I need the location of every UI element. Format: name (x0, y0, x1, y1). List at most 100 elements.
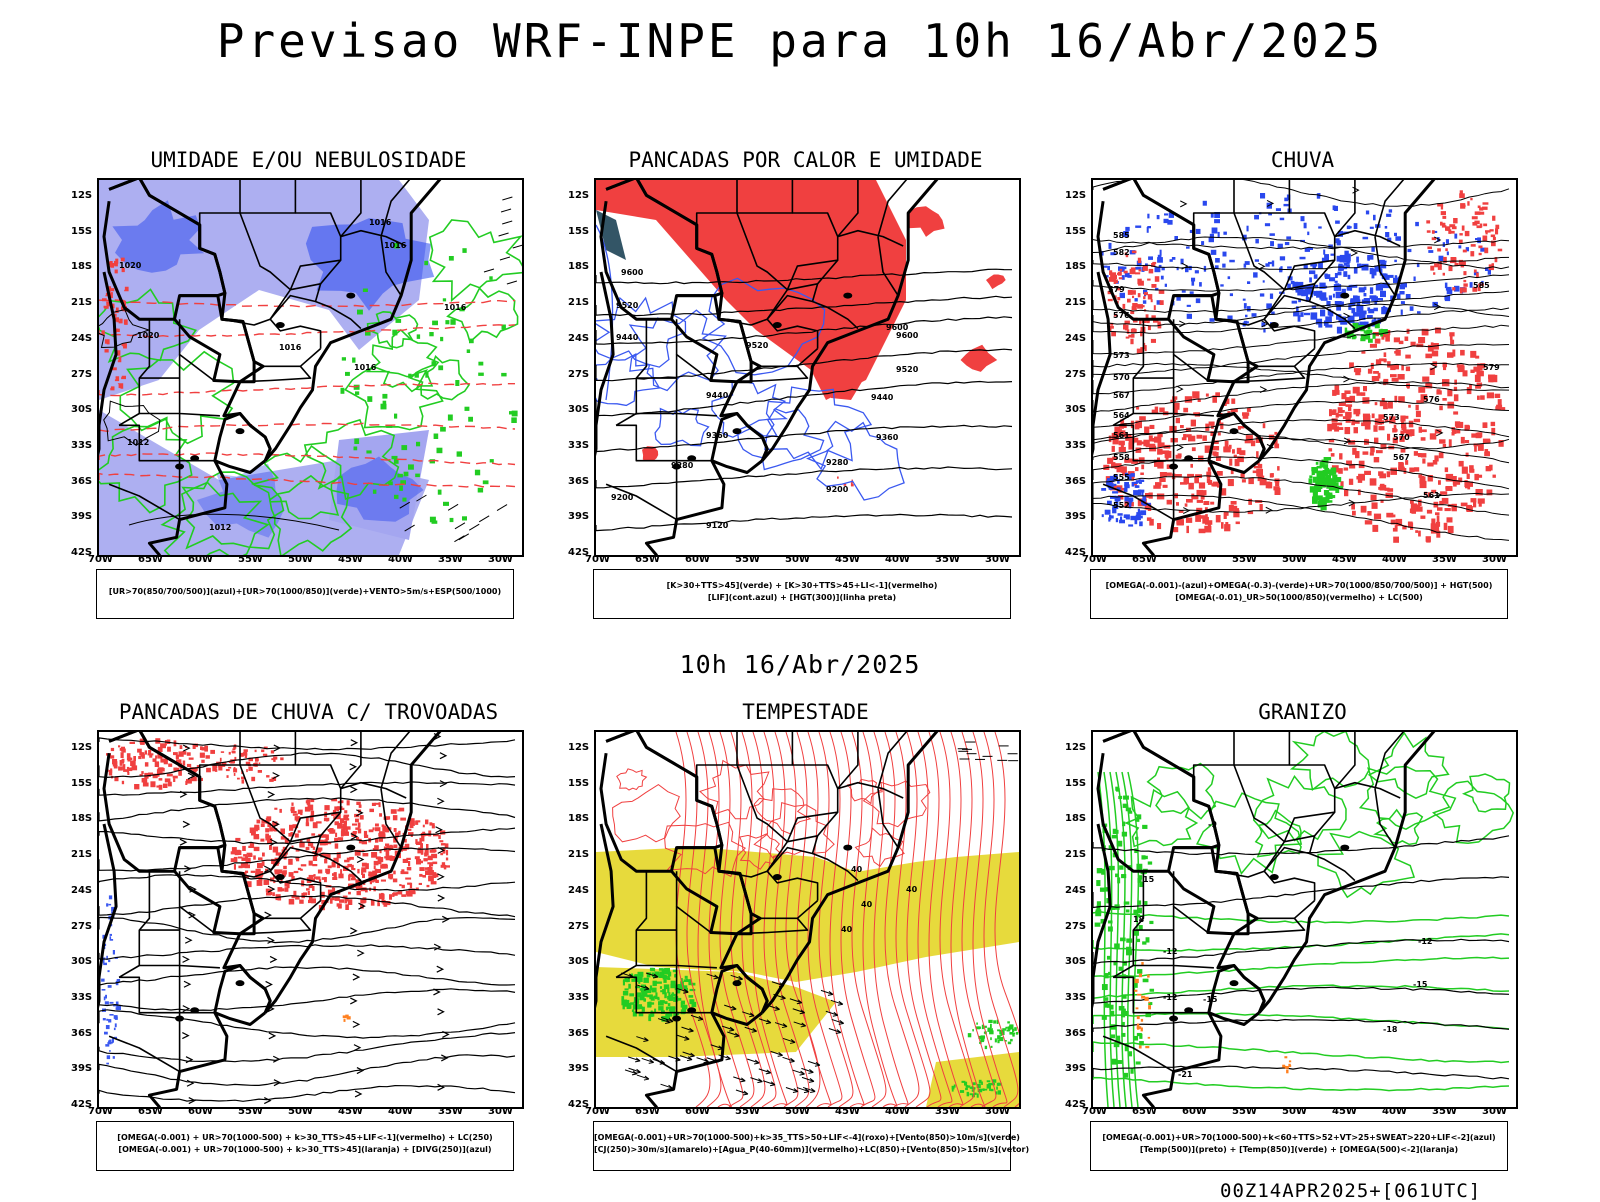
contour-label: 567 (1393, 453, 1410, 462)
latitude-tick-label: 30S (1065, 404, 1087, 416)
map-canvas (99, 732, 516, 1107)
latitude-tick-label: 27S (71, 920, 93, 932)
latitude-tick-label: 36S (568, 475, 590, 487)
longitude-tick-label: 50W (785, 1106, 810, 1117)
panel-title: GRANIZO (1258, 700, 1347, 724)
latitude-tick-label: 30S (568, 404, 590, 416)
latitude-tick-label: 36S (568, 1027, 590, 1039)
panel-legend: [OMEGA(-0.001)+UR>70(1000-500)+k>35_TTS>… (593, 1121, 1029, 1171)
longitude-tick-label: 65W (1132, 554, 1157, 565)
map-canvas: 1016 1016 1020 1020 1016 1016 1012 1012 1016 (99, 180, 522, 555)
rain-fields (1099, 190, 1506, 543)
latitude-tick-label: 18S (568, 261, 590, 273)
contour-label: 558 (1113, 453, 1130, 462)
longitude-tick-label: 65W (138, 1106, 163, 1117)
contour-label: 9440 (871, 393, 894, 402)
latitude-tick-label: 33S (71, 991, 93, 1003)
contour-label: -12 (1163, 993, 1177, 1002)
temp850-contours (1093, 732, 1515, 1107)
latitude-tick-label: 15S (1065, 225, 1087, 237)
contour-label: 1016 (279, 343, 302, 352)
contour-label: 1016 (354, 363, 377, 372)
map-canvas: 9600 9520 9440 9600 9520 9440 9360 9280 9200 9120… (596, 180, 1013, 555)
temp500-contours (1093, 835, 1510, 1080)
contour-label: 570 (1393, 433, 1410, 442)
latitude-tick-label: 30S (568, 956, 590, 968)
contour-label: 1012 (209, 523, 231, 532)
longitude-tick-label: 65W (1132, 1106, 1157, 1117)
longitude-tick-label: 40W (388, 1106, 413, 1117)
latitude-tick-label: 27S (1065, 920, 1087, 932)
contour-label: 9600 (896, 331, 919, 340)
panel-legend: [OMEGA(-0.001)+UR>70(1000-500)+k<60+TTS>… (1090, 1121, 1508, 1171)
contour-label: 567 (1113, 391, 1130, 400)
contour-label: 582 (1113, 248, 1130, 257)
latitude-tick-label: 24S (568, 884, 590, 896)
panel-title: TEMPESTADE (742, 700, 869, 724)
longitude-tick-label: 35W (935, 1106, 960, 1117)
latitude-tick-label: 18S (1065, 813, 1087, 825)
longitude-tick-label: 30W (488, 554, 513, 565)
latitude-tick-label: 12S (568, 190, 590, 201)
latitude-tick-label: 12S (1065, 190, 1087, 201)
longitude-tick-label: 45W (835, 1106, 860, 1117)
longitude-tick-label: 40W (388, 554, 413, 565)
latitude-tick-label: 12S (1065, 742, 1087, 753)
contour-label: 579 (1108, 285, 1125, 294)
latitude-tick-label: 42S (568, 1099, 590, 1110)
latitude-tick-label: 18S (71, 813, 93, 825)
contour-label: -21 (1178, 1070, 1193, 1079)
legend-line: [OMEGA(-0.001)+UR>70(1000-500)+k>35_TTS>… (594, 1133, 1020, 1142)
longitude-tick-label: 35W (1432, 554, 1457, 565)
latitude-tick-label: 39S (71, 511, 93, 523)
political-borders (596, 732, 939, 1107)
longitude-tick-label: 30W (985, 1106, 1010, 1117)
panel-title: PANCADAS POR CALOR E UMIDADE (628, 148, 983, 172)
contour-label: 9520 (746, 341, 769, 350)
longitude-tick-label: 55W (238, 1106, 263, 1117)
latitude-tick-label: 24S (71, 884, 93, 896)
latitude-tick-label: 33S (1065, 991, 1087, 1003)
forecast-map: 585 582 579 576 573 570 567 564 561 558 555 552 585 5… (1091, 178, 1518, 557)
contour-label: 579 (1483, 363, 1500, 372)
longitude-tick-label: 45W (1332, 554, 1357, 565)
latitude-tick-label: 30S (1065, 956, 1087, 968)
latitude-tick-label: 36S (1065, 1027, 1087, 1039)
contour-label: 9200 (611, 493, 634, 502)
latitude-tick-label: 15S (568, 777, 590, 789)
longitude-tick-label: 45W (338, 554, 363, 565)
legend-line: [OMEGA(-0.001) + UR>70(1000-500) + k>30_… (118, 1145, 492, 1154)
contour-label: 40 (861, 900, 873, 909)
latitude-tick-label: 33S (568, 439, 590, 451)
contour-label: 15 (1143, 875, 1155, 884)
contour-label: 9600 (886, 323, 909, 332)
latitude-tick-label: 21S (71, 297, 93, 309)
contour-label: 9120 (706, 521, 729, 530)
longitude-tick-label: 55W (735, 1106, 760, 1117)
legend-line: [K>30+TTS>45](verde) + [K>30+TTS>45+LI<-… (666, 581, 938, 590)
streamlines (99, 733, 516, 1105)
latitude-tick-label: 15S (71, 777, 93, 789)
political-borders (596, 180, 939, 555)
longitude-tick-label: 30W (985, 554, 1010, 565)
instability-fields (596, 180, 1006, 487)
forecast-map: 9600 9520 9440 9600 9520 9440 9360 9280 9200 9120… (594, 178, 1021, 557)
latitude-tick-label: 27S (1065, 368, 1087, 380)
contour-label: 9520 (616, 301, 639, 310)
longitude-tick-label: 70W (1082, 1106, 1107, 1117)
longitude-tick-label: 60W (188, 554, 213, 565)
longitude-tick-label: 50W (1282, 554, 1307, 565)
latitude-tick-label: 27S (71, 368, 93, 380)
map-canvas: 585 582 579 576 573 570 567 564 561 558 555 552 585 5… (1093, 180, 1510, 555)
green-humidity-contours (99, 219, 522, 555)
political-borders (1093, 732, 1436, 1107)
forecast-map (97, 730, 524, 1109)
panel-legend: [UR>70(850/700/500)](azul)+[UR>70(1000/8… (96, 569, 514, 619)
contour-label: -18 (1383, 1025, 1398, 1034)
longitude-tick-label: 40W (1382, 554, 1407, 565)
wind-vectors (399, 196, 522, 543)
storm-fields (596, 847, 1019, 1107)
latitude-tick-label: 39S (568, 1063, 590, 1075)
streamlines (1093, 180, 1510, 515)
contour-label: 1016 (444, 303, 467, 312)
